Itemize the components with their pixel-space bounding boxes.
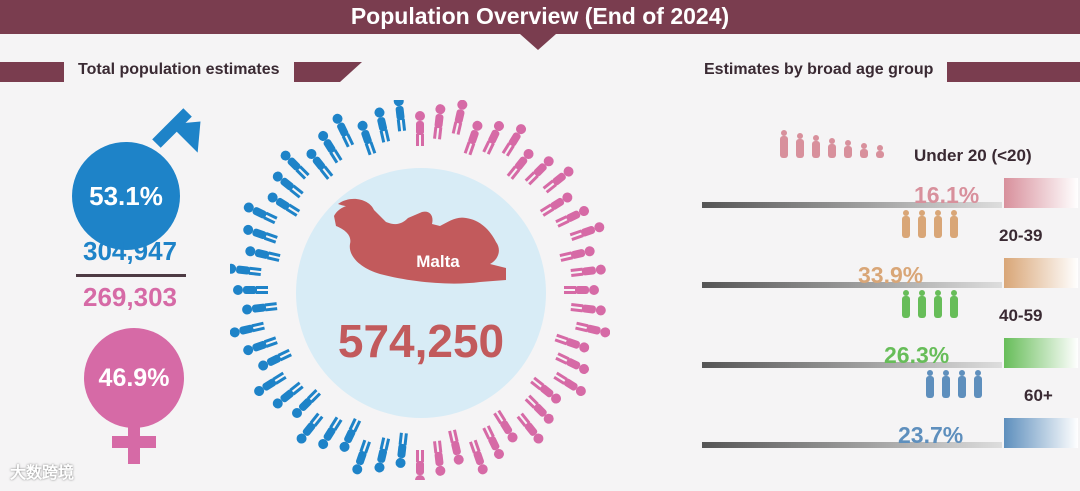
person-figure-icon	[501, 124, 527, 157]
age-bar-swatch	[1004, 338, 1078, 368]
person-figure-icon	[463, 120, 483, 156]
country-name: Malta	[416, 252, 460, 271]
person-figure-icon	[415, 450, 425, 480]
person-figure-icon	[542, 166, 574, 194]
age-group-label: 60+	[1024, 386, 1053, 405]
people-ring-icon	[230, 100, 610, 480]
age-bar-track	[702, 442, 1002, 448]
person-figure-icon	[564, 285, 599, 295]
male-count: 304,947	[83, 236, 177, 266]
person-figure-icon	[524, 156, 554, 186]
age-bar-swatch	[1004, 258, 1078, 288]
watermark-logo: 大数跨境	[10, 465, 75, 482]
person-figure-icon	[433, 104, 446, 140]
person-figure-icon	[448, 429, 464, 465]
female-percent: 46.9%	[98, 364, 170, 392]
person-figure-icon	[554, 333, 590, 353]
age-bar-track	[702, 362, 1002, 368]
right-section-title: Estimates by broad age group	[690, 58, 948, 82]
person-figure-icon	[272, 381, 304, 409]
person-figure-icon	[267, 192, 301, 217]
age-group-percent: 33.9%	[858, 262, 924, 288]
malta-map-icon	[334, 198, 506, 284]
person-figure-icon	[254, 371, 287, 397]
person-figure-icon	[482, 120, 504, 155]
age-group-people-icon	[924, 366, 988, 403]
age-group-bar	[702, 418, 1078, 448]
person-figure-icon	[374, 107, 391, 143]
age-group-people-icon	[900, 286, 964, 323]
person-figure-icon	[296, 412, 324, 444]
person-figure-icon	[272, 171, 304, 199]
person-figure-icon	[575, 321, 610, 338]
person-figure-icon	[280, 150, 310, 180]
age-group-label: Under 20 (<20)	[914, 146, 1032, 165]
person-figure-icon	[559, 246, 595, 262]
age-bar-swatch	[1004, 178, 1078, 208]
person-figure-icon	[539, 192, 573, 217]
age-group-people-icon	[778, 126, 890, 163]
person-figure-icon	[243, 202, 278, 225]
age-group-bar	[702, 178, 1078, 208]
person-figure-icon	[230, 263, 262, 277]
age-group-people-icon	[900, 206, 964, 243]
header-banner	[0, 0, 1080, 34]
person-figure-icon	[318, 130, 343, 164]
female-symbol-cross	[112, 436, 156, 448]
person-figure-icon	[469, 439, 488, 475]
person-figure-icon	[352, 439, 371, 475]
center-circle	[296, 168, 546, 418]
gender-divider	[76, 274, 186, 277]
header-notch	[520, 34, 556, 50]
age-bar-track	[702, 202, 1002, 208]
person-figure-icon	[570, 303, 606, 316]
person-figure-icon	[433, 440, 446, 476]
person-figure-icon	[242, 302, 278, 315]
person-figure-icon	[243, 224, 278, 244]
person-figure-icon	[332, 113, 355, 148]
person-figure-icon	[306, 148, 334, 180]
person-figure-icon	[506, 148, 534, 180]
total-population: 574,250	[337, 315, 505, 367]
female-count: 269,303	[83, 282, 177, 312]
person-figure-icon	[524, 394, 554, 424]
age-bar-track	[702, 282, 1002, 288]
person-figure-icon	[555, 352, 590, 374]
age-group-label: 20-39	[999, 226, 1043, 245]
age-group-percent: 26.3%	[884, 342, 950, 368]
person-figure-icon	[493, 409, 518, 443]
person-figure-icon	[357, 120, 377, 156]
person-figure-icon	[516, 412, 544, 444]
person-figure-icon	[569, 222, 605, 241]
person-figure-icon	[243, 336, 278, 356]
female-symbol-icon	[84, 328, 184, 428]
person-figure-icon	[530, 376, 562, 404]
person-figure-icon	[415, 111, 425, 146]
page-title: Population Overview (End of 2024)	[350, 3, 730, 29]
person-figure-icon	[292, 388, 322, 418]
male-symbol-icon	[72, 142, 180, 250]
age-bar-swatch	[1004, 418, 1078, 448]
person-figure-icon	[570, 264, 606, 277]
person-figure-icon	[393, 100, 407, 132]
person-figure-icon	[318, 416, 343, 450]
left-section-title: Total population estimates	[64, 58, 294, 82]
age-group-bar	[702, 338, 1078, 368]
person-figure-icon	[555, 206, 590, 228]
person-figure-icon	[374, 437, 391, 473]
person-figure-icon	[245, 246, 281, 262]
person-figure-icon	[482, 425, 504, 460]
person-figure-icon	[233, 285, 268, 295]
person-figure-icon	[395, 432, 408, 468]
age-group-label: 40-59	[999, 306, 1043, 325]
person-figure-icon	[258, 348, 292, 371]
male-percent: 53.1%	[89, 181, 163, 211]
person-figure-icon	[339, 418, 362, 452]
person-figure-icon	[553, 371, 586, 397]
person-figure-icon	[230, 321, 265, 338]
age-group-percent: 23.7%	[898, 422, 964, 448]
age-group-percent: 16.1%	[914, 182, 980, 208]
age-group-bar	[702, 258, 1078, 288]
person-figure-icon	[451, 100, 468, 135]
